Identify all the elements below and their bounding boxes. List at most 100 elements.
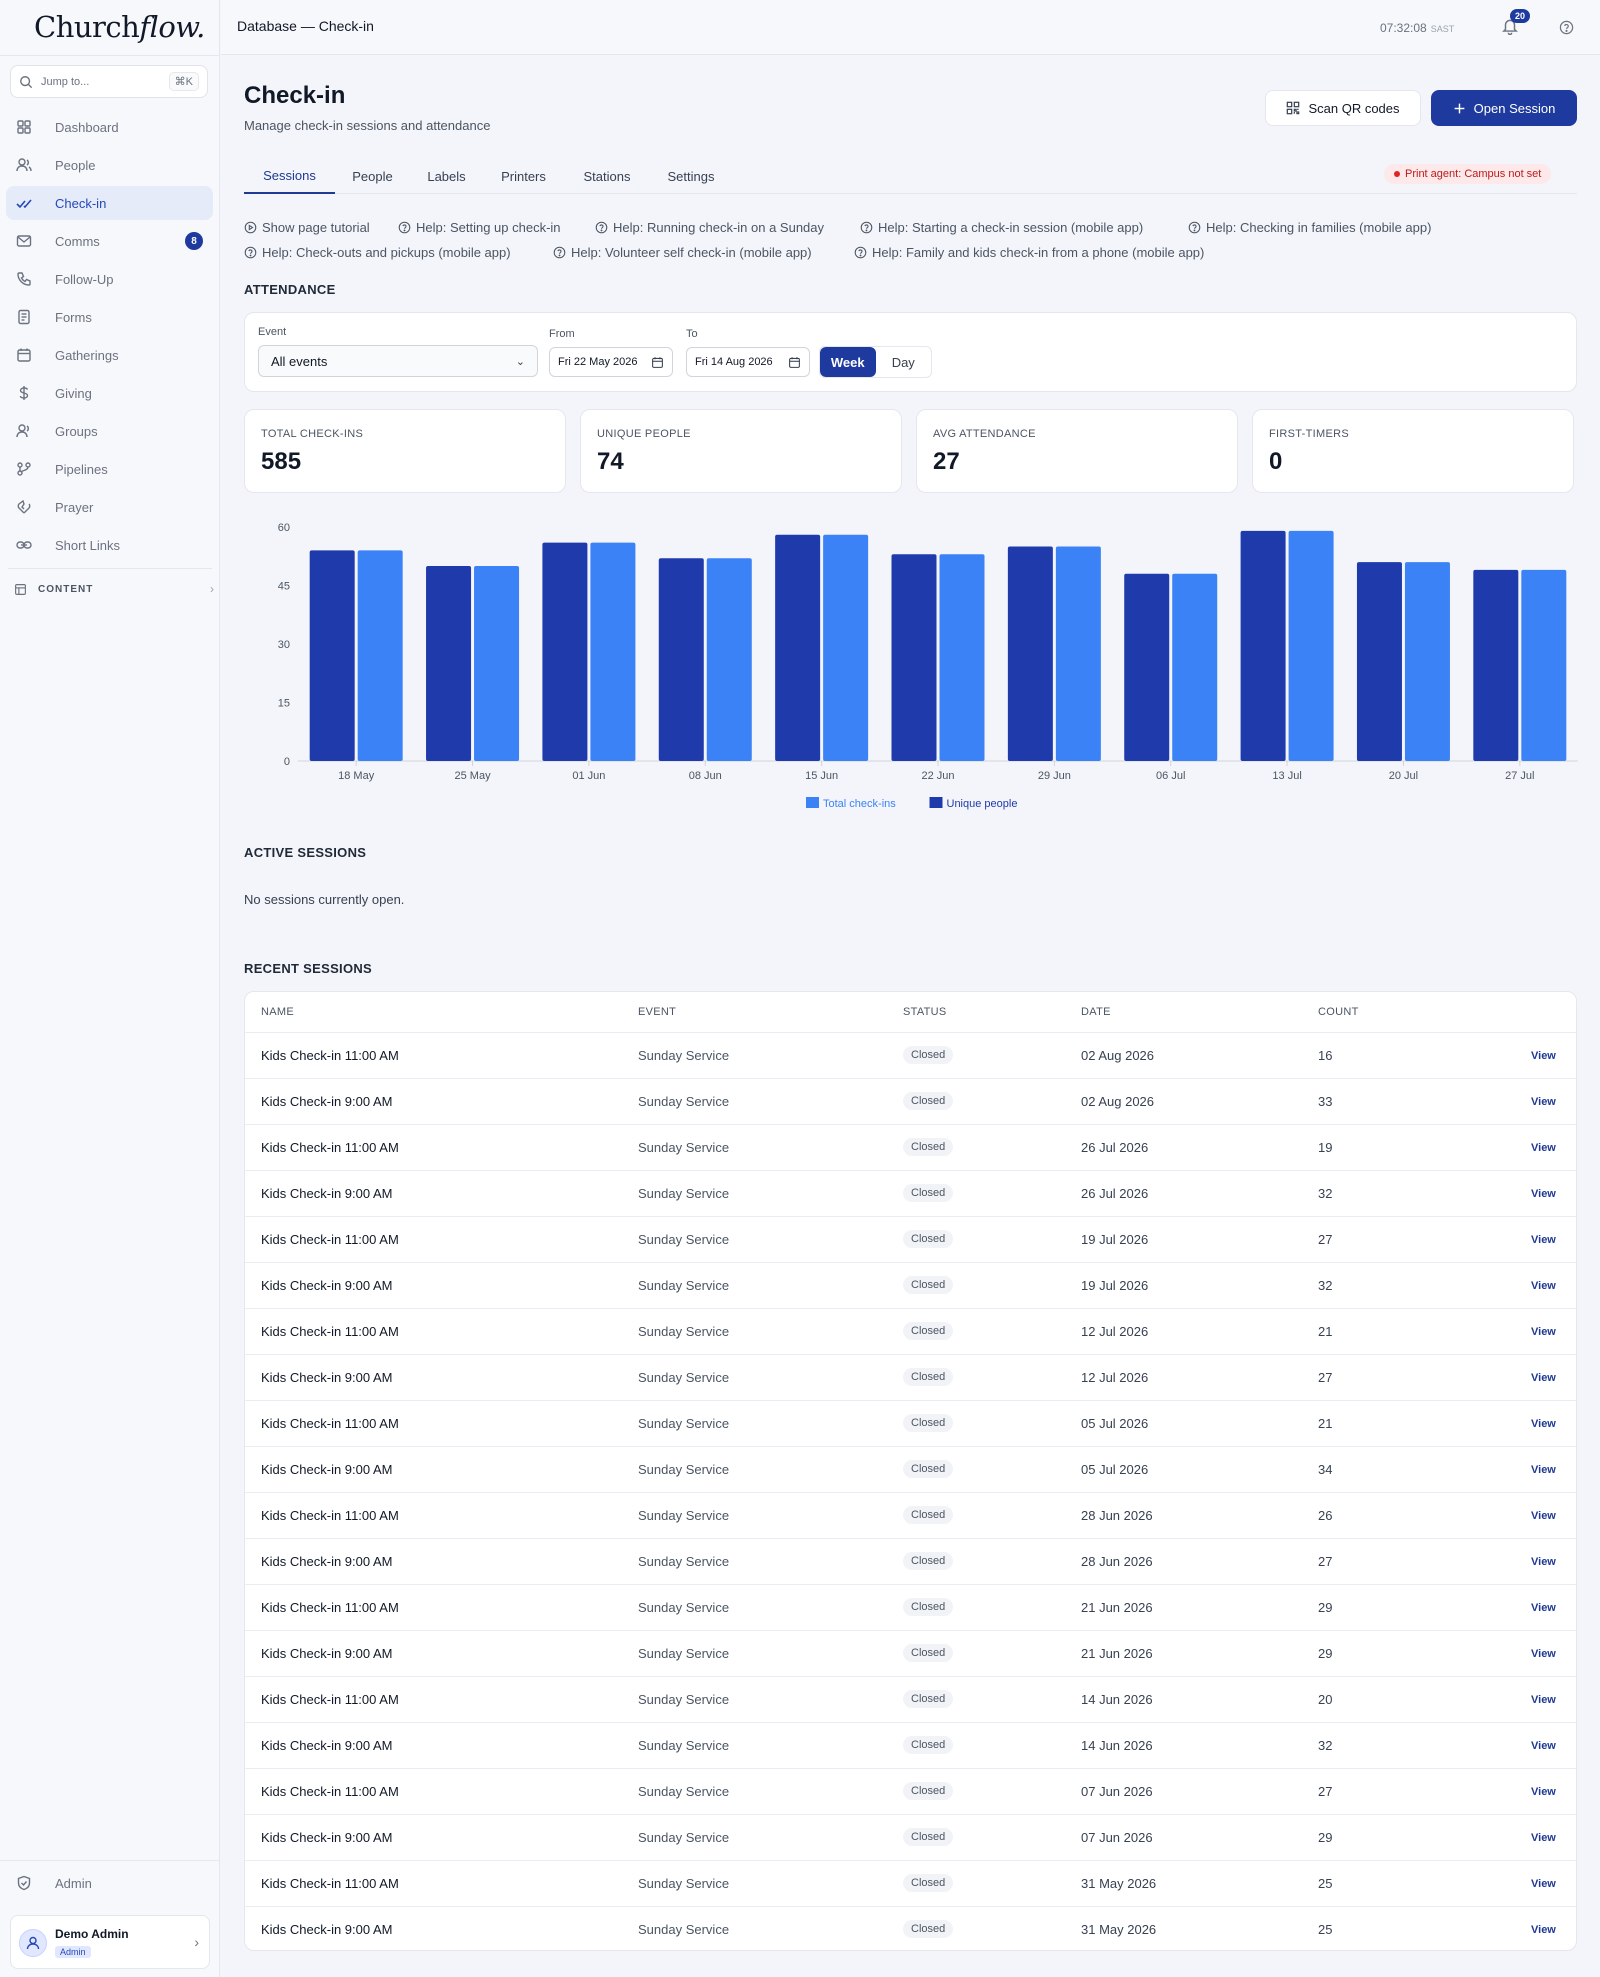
table-row[interactable]: Kids Check-in 9:00 AM Sunday Service Close… (245, 1170, 1576, 1216)
tab-people[interactable]: People (352, 168, 393, 184)
view-session-link[interactable]: View (1531, 1418, 1556, 1430)
bar-unique-people[interactable] (1473, 569, 1519, 761)
help-link[interactable]: Help: Checking in families (mobile app) (1188, 220, 1431, 235)
bar-total-check-ins[interactable] (939, 554, 985, 761)
view-session-link[interactable]: View (1531, 1878, 1556, 1890)
sidebar-item-comms[interactable]: Comms 8 (6, 224, 213, 258)
sidebar-item-gatherings[interactable]: Gatherings (6, 338, 213, 372)
table-row[interactable]: Kids Check-in 11:00 AM Sunday Service Clos… (245, 1584, 1576, 1630)
tab-stations[interactable]: Stations (583, 168, 631, 184)
table-row[interactable]: Kids Check-in 11:00 AM Sunday Service Clos… (245, 1032, 1576, 1078)
sidebar-item-pipelines[interactable]: Pipelines (6, 452, 213, 486)
churchflow-logo[interactable]: Churchflow. (34, 10, 205, 44)
sidebar-item-forms[interactable]: Forms (6, 300, 213, 334)
view-session-link[interactable]: View (1531, 1464, 1556, 1476)
bar-total-check-ins[interactable] (823, 534, 869, 761)
scan-qr-button[interactable]: Scan QR codes (1265, 90, 1421, 126)
tab-labels[interactable]: Labels (427, 168, 466, 184)
table-row[interactable]: Kids Check-in 9:00 AM Sunday Service Close… (245, 1446, 1576, 1492)
view-session-link[interactable]: View (1531, 1280, 1556, 1292)
tab-printers[interactable]: Printers (501, 168, 546, 184)
bar-unique-people[interactable] (542, 542, 588, 761)
week-toggle[interactable]: Week (820, 347, 876, 377)
table-row[interactable]: Kids Check-in 11:00 AM Sunday Service Clos… (245, 1216, 1576, 1262)
table-row[interactable]: Kids Check-in 9:00 AM Sunday Service Close… (245, 1262, 1576, 1308)
table-row[interactable]: Kids Check-in 9:00 AM Sunday Service Close… (245, 1630, 1576, 1676)
bar-unique-people[interactable] (775, 534, 821, 761)
sidebar-section-content[interactable]: CONTENT › (14, 580, 214, 598)
tab-settings[interactable]: Settings (667, 168, 715, 184)
bar-total-check-ins[interactable] (1172, 573, 1218, 761)
legend-label[interactable]: Total check-ins (823, 798, 896, 810)
help-link[interactable]: Help: Running check-in on a Sunday (595, 220, 824, 235)
table-row[interactable]: Kids Check-in 9:00 AM Sunday Service Close… (245, 1078, 1576, 1124)
view-session-link[interactable]: View (1531, 1510, 1556, 1522)
bar-total-check-ins[interactable] (1404, 562, 1450, 761)
view-session-link[interactable]: View (1531, 1924, 1556, 1936)
table-row[interactable]: Kids Check-in 9:00 AM Sunday Service Close… (245, 1814, 1576, 1860)
help-link[interactable]: Help: Family and kids check-in from a ph… (854, 245, 1204, 260)
table-row[interactable]: Kids Check-in 11:00 AM Sunday Service Clos… (245, 1308, 1576, 1354)
bar-unique-people[interactable] (1007, 546, 1053, 762)
bar-total-check-ins[interactable] (357, 550, 403, 761)
table-row[interactable]: Kids Check-in 11:00 AM Sunday Service Clos… (245, 1860, 1576, 1906)
help-link[interactable]: Help: Setting up check-in (398, 220, 561, 235)
bar-total-check-ins[interactable] (1055, 546, 1101, 762)
view-session-link[interactable]: View (1531, 1602, 1556, 1614)
view-session-link[interactable]: View (1531, 1832, 1556, 1844)
table-row[interactable]: Kids Check-in 9:00 AM Sunday Service Close… (245, 1906, 1576, 1950)
help-link[interactable]: Help: Starting a check-in session (mobil… (860, 220, 1143, 235)
help-link[interactable]: Help: Check-outs and pickups (mobile app… (244, 245, 511, 260)
view-session-link[interactable]: View (1531, 1188, 1556, 1200)
view-session-link[interactable]: View (1531, 1234, 1556, 1246)
help-link[interactable]: Help: Volunteer self check-in (mobile ap… (553, 245, 812, 260)
view-session-link[interactable]: View (1531, 1694, 1556, 1706)
table-row[interactable]: Kids Check-in 11:00 AM Sunday Service Clos… (245, 1768, 1576, 1814)
help-icon[interactable] (1559, 20, 1574, 35)
user-menu[interactable]: Demo Admin Admin › (10, 1915, 210, 1969)
bar-total-check-ins[interactable] (1521, 569, 1567, 761)
table-row[interactable]: Kids Check-in 9:00 AM Sunday Service Close… (245, 1722, 1576, 1768)
view-session-link[interactable]: View (1531, 1740, 1556, 1752)
table-row[interactable]: Kids Check-in 9:00 AM Sunday Service Close… (245, 1354, 1576, 1400)
sidebar-item-prayer[interactable]: Prayer (6, 490, 213, 524)
sidebar-item-admin[interactable]: Admin (6, 1866, 213, 1900)
sidebar-item-follow-up[interactable]: Follow-Up (6, 262, 213, 296)
bar-unique-people[interactable] (309, 550, 355, 761)
show-tutorial-link[interactable]: Show page tutorial (244, 220, 370, 235)
bar-total-check-ins[interactable] (590, 542, 636, 761)
bar-unique-people[interactable] (891, 554, 937, 761)
bar-unique-people[interactable] (1240, 530, 1286, 761)
bar-unique-people[interactable] (1124, 573, 1170, 761)
open-session-button[interactable]: Open Session (1431, 90, 1577, 126)
sidebar-item-people[interactable]: People (6, 148, 213, 182)
sidebar-item-dashboard[interactable]: Dashboard (6, 110, 213, 144)
tab-sessions[interactable]: Sessions (244, 158, 335, 194)
legend-label[interactable]: Unique people (947, 798, 1018, 810)
bar-unique-people[interactable] (658, 558, 704, 761)
view-session-link[interactable]: View (1531, 1372, 1556, 1384)
event-select[interactable]: All events ⌄ (258, 345, 538, 377)
to-date-input[interactable]: Fri 14 Aug 2026 (686, 347, 810, 377)
bar-total-check-ins[interactable] (706, 558, 752, 761)
bar-unique-people[interactable] (1356, 562, 1402, 761)
bar-total-check-ins[interactable] (474, 566, 520, 761)
bar-unique-people[interactable] (426, 566, 472, 761)
from-date-input[interactable]: Fri 22 May 2026 (549, 347, 673, 377)
day-toggle[interactable]: Day (891, 354, 915, 370)
table-row[interactable]: Kids Check-in 11:00 AM Sunday Service Clos… (245, 1400, 1576, 1446)
view-session-link[interactable]: View (1531, 1326, 1556, 1338)
table-row[interactable]: Kids Check-in 11:00 AM Sunday Service Clos… (245, 1492, 1576, 1538)
jump-to-search[interactable]: Jump to... ⌘K (10, 65, 208, 98)
view-session-link[interactable]: View (1531, 1096, 1556, 1108)
view-session-link[interactable]: View (1531, 1648, 1556, 1660)
sidebar-item-giving[interactable]: Giving (6, 376, 213, 410)
sidebar-item-groups[interactable]: Groups (6, 414, 213, 448)
table-row[interactable]: Kids Check-in 11:00 AM Sunday Service Clos… (245, 1124, 1576, 1170)
bar-total-check-ins[interactable] (1288, 530, 1334, 761)
view-session-link[interactable]: View (1531, 1142, 1556, 1154)
view-session-link[interactable]: View (1531, 1556, 1556, 1568)
print-agent-status-badge[interactable]: Print agent: Campus not set (1384, 164, 1552, 184)
sidebar-item-short-links[interactable]: Short Links (6, 528, 213, 562)
sidebar-item-check-in[interactable]: Check-in (6, 186, 213, 220)
